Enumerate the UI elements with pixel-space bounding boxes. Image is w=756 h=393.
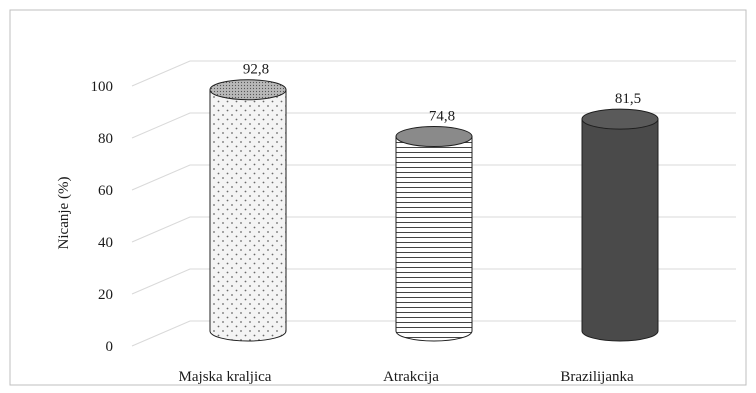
grid-line — [131, 320, 736, 347]
data-label: 92,8 — [243, 62, 269, 78]
data-labels: 92,8 74,8 81,5 — [243, 62, 641, 125]
cylinder-bar — [395, 126, 473, 342]
y-tick-labels: 0 20 40 60 80 100 — [91, 79, 114, 355]
grid-lines — [131, 60, 736, 347]
cylinder-top — [395, 126, 473, 148]
cylinder-bar — [581, 108, 659, 342]
cylinder-bar — [209, 79, 287, 342]
cylinder-body — [209, 89, 287, 342]
y-tick-label: 0 — [106, 339, 114, 355]
grid-line — [131, 216, 736, 243]
data-label: 81,5 — [615, 91, 641, 107]
y-tick-label: 60 — [98, 183, 113, 199]
y-tick-label: 20 — [98, 287, 113, 303]
y-tick-label: 80 — [98, 131, 113, 147]
cylinder-body — [581, 118, 659, 342]
y-tick-label: 100 — [91, 79, 114, 95]
data-label: 74,8 — [429, 109, 455, 125]
grid-line — [131, 60, 736, 87]
category-label: Brazilijanka — [560, 369, 634, 385]
grid-line — [131, 112, 736, 139]
bars — [209, 79, 659, 342]
cylinder-top — [209, 79, 287, 101]
category-label: Atrakcija — [383, 369, 439, 385]
cylinder-body — [395, 136, 473, 342]
cylinder-top — [581, 108, 659, 130]
y-tick-label: 40 — [98, 235, 113, 251]
grid-line — [131, 268, 736, 295]
grid-line — [131, 164, 736, 191]
category-label: Majska kraljica — [179, 369, 272, 385]
category-labels: Majska kraljica Atrakcija Brazilijanka — [179, 369, 634, 385]
y-axis-title: Nicanje (%) — [56, 177, 72, 250]
